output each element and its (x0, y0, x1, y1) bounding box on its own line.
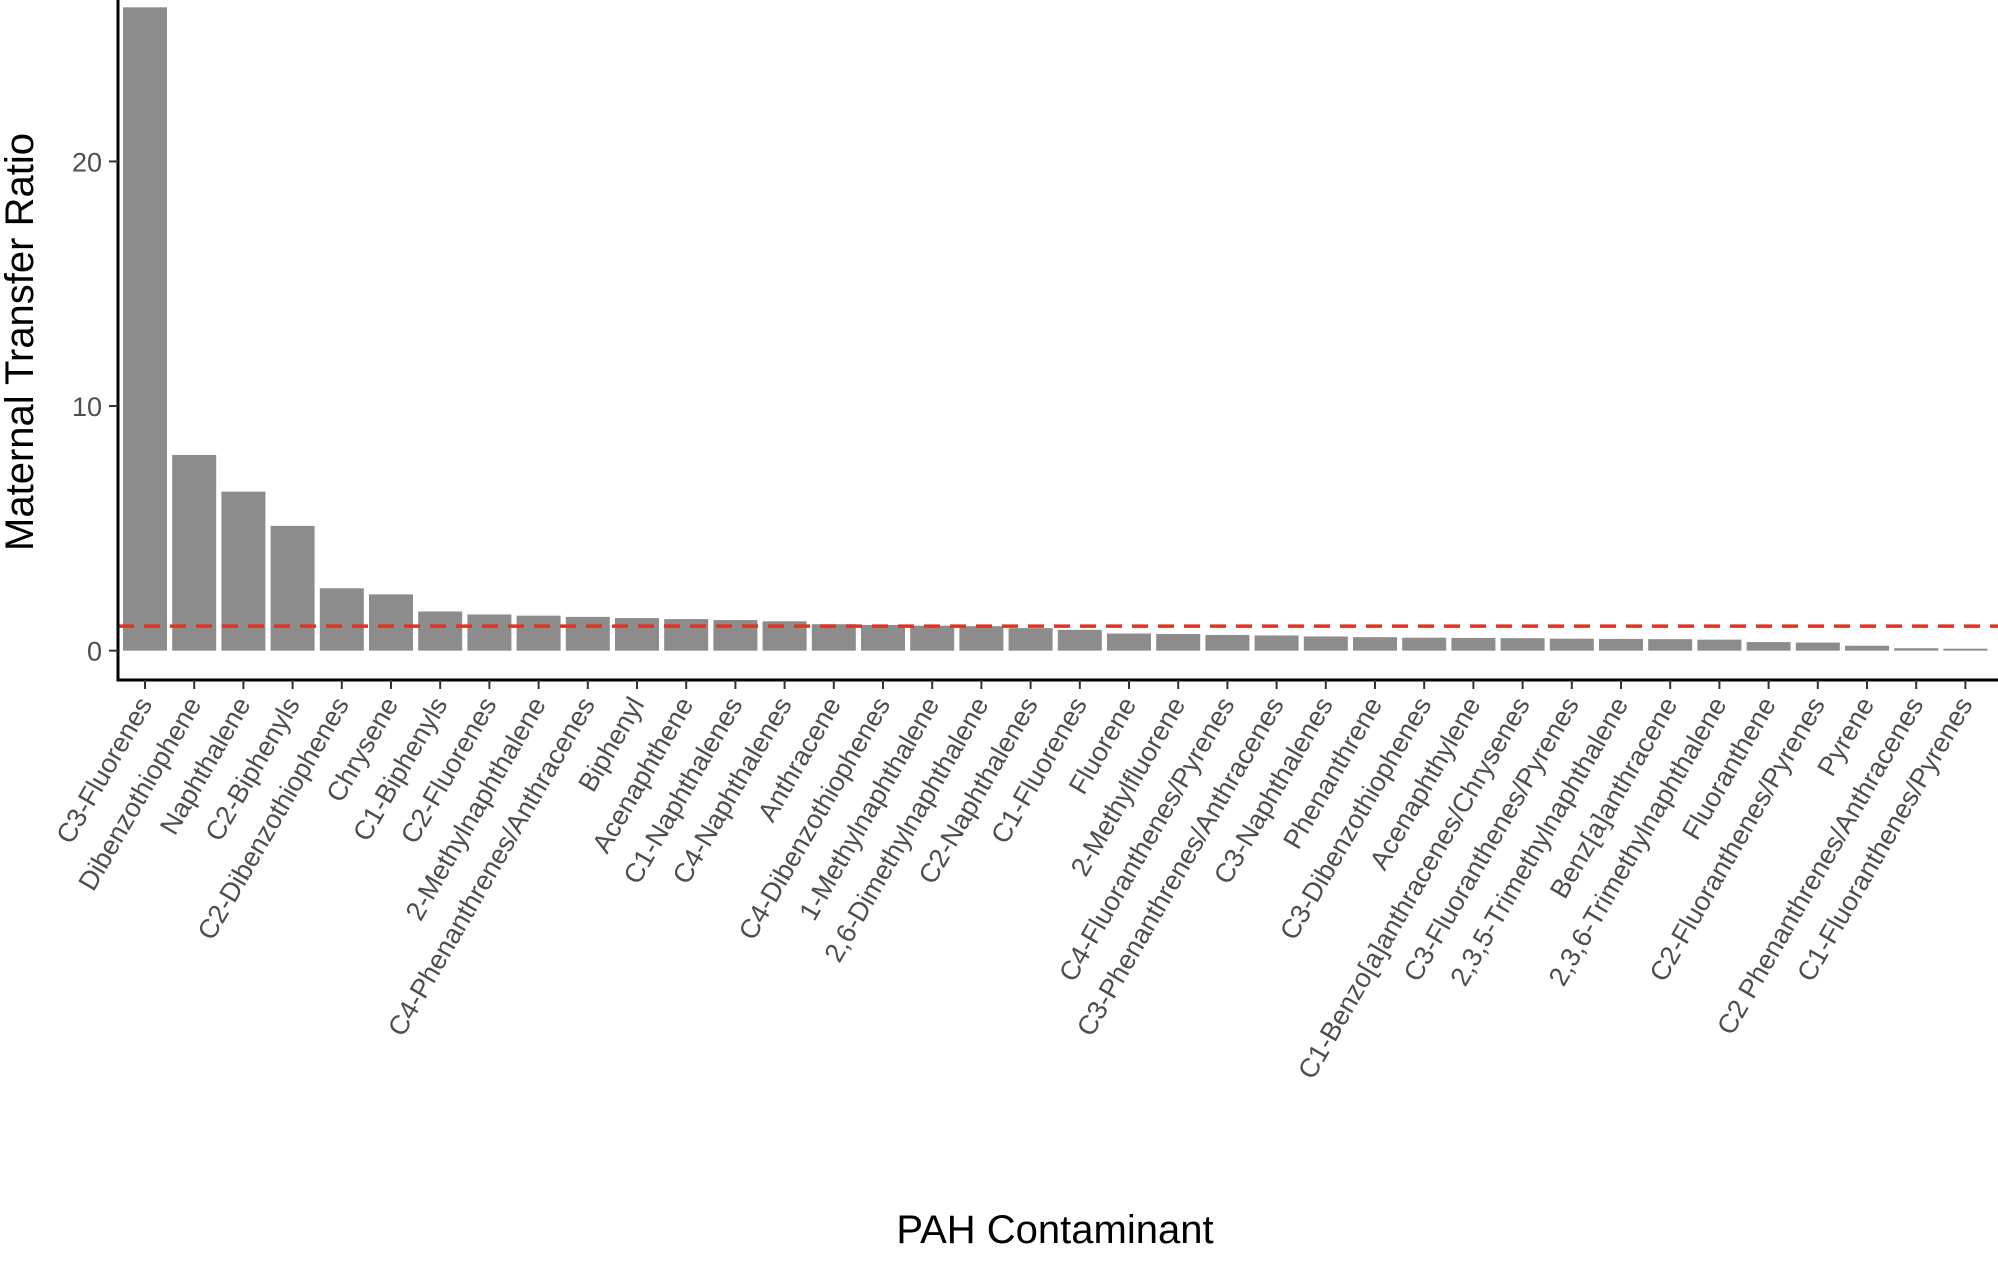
bar (910, 625, 955, 651)
bar (369, 594, 413, 651)
bar (1500, 638, 1545, 651)
bar (1353, 637, 1397, 651)
bar (1599, 638, 1643, 651)
bar (467, 614, 512, 651)
bar (172, 454, 217, 651)
bar (319, 588, 364, 651)
bar (1746, 642, 1791, 651)
bar (1008, 628, 1053, 651)
bar (516, 615, 561, 651)
bar (418, 611, 463, 651)
bar (1254, 635, 1299, 651)
bar (221, 491, 266, 651)
bar (123, 7, 167, 651)
x-axis-title: PAH Contaminant (896, 1208, 1213, 1252)
y-tick-label: 10 (72, 392, 102, 422)
bar (1451, 637, 1496, 651)
y-axis-title: Maternal Transfer Ratio (0, 133, 42, 551)
bar (1845, 645, 1889, 651)
x-axis-ticks: C3-FluorenesDibenzothiopheneNaphthaleneC… (50, 680, 1979, 1084)
bar (811, 624, 856, 651)
bar (270, 525, 315, 651)
bar (1795, 642, 1840, 651)
bar (1943, 648, 1988, 651)
bar (615, 618, 659, 651)
y-tick-label: 0 (87, 637, 102, 667)
bar (1205, 634, 1250, 651)
bar (1107, 633, 1151, 651)
bar (565, 616, 610, 651)
bars-group (123, 7, 1988, 651)
bar (959, 626, 1004, 651)
y-tick-label: 20 (72, 147, 102, 177)
bar (664, 619, 709, 651)
bar (1156, 634, 1201, 651)
bar (1402, 637, 1447, 651)
bar (1057, 629, 1102, 651)
bar (1303, 636, 1348, 651)
bar (1648, 639, 1693, 651)
bar (861, 624, 905, 651)
y-axis-ticks: 0 10 20 (72, 147, 118, 667)
bar (1894, 648, 1939, 651)
bar (1549, 638, 1594, 651)
bar (1697, 639, 1742, 651)
